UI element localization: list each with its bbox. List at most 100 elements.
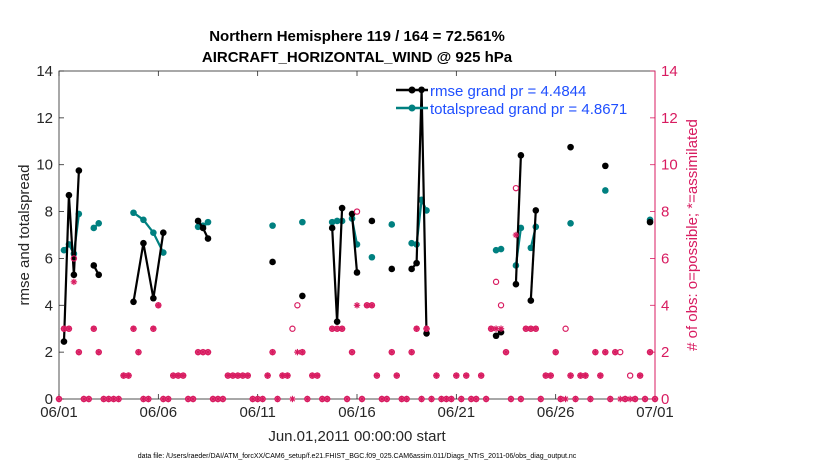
star-stroke [423,326,430,332]
star-stroke [652,396,658,402]
star-stroke [374,372,380,379]
star-stroke [319,396,325,402]
star-stroke [155,302,161,308]
star-stroke [240,372,246,379]
obs-assimilated-marker [537,395,544,403]
obs-assimilated-marker [125,372,132,379]
obs-assimilated-marker [547,372,554,379]
y-axis-right-label: # of obs: o=possible; *=assimilated [684,119,701,351]
star-stroke [245,372,251,379]
rmse-point [150,294,157,302]
totalspread-point [602,187,609,194]
rmse-point [532,207,540,214]
obs-assimilated-marker [413,325,420,332]
legend-rmse-marker [408,86,416,94]
star-stroke [498,326,504,332]
obs-possible-marker [70,255,78,262]
y-tick-label: 14 [36,63,53,80]
obs-assimilated-marker [244,372,251,379]
star-stroke [150,326,157,332]
star-stroke [135,349,142,355]
star-stroke [91,326,97,332]
x-tick-label: 07/01 [636,404,674,421]
star-stroke [185,396,191,402]
obs-assimilated-marker [259,395,266,403]
rmse-point [602,162,609,170]
totalspread-point [492,246,500,254]
plot-area [58,70,656,400]
obs-assimilated-marker [398,395,405,403]
x-tick-label: 06/26 [537,404,575,421]
y-right-tick-label: 2 [661,344,669,361]
obs-assimilated-marker [65,325,73,332]
star-stroke [597,372,604,379]
y-axis-label: rmse and totalspread [16,165,33,306]
star-stroke [56,396,62,402]
rmse-point [130,298,137,306]
star-stroke [225,372,231,379]
star-stroke [359,396,365,402]
star-stroke [329,326,335,332]
obs-assimilated-marker [497,325,505,332]
legend-rmse-label: rmse grand pr = 4.4844 [430,83,586,100]
star-stroke [384,396,390,402]
obs-assimilated-marker [532,325,539,332]
obs-possible-marker [353,208,361,215]
rmse-point [527,297,535,304]
star-stroke [463,372,469,379]
obs-assimilated-marker [512,231,520,239]
star-stroke [165,396,171,402]
obs-assimilated-marker [453,372,460,379]
rmse-point [512,280,520,288]
totalspread-line [132,211,165,254]
rmse-point [269,258,276,266]
star-stroke [413,326,420,332]
totalspread-point [388,221,396,228]
obs-assimilated-marker [592,348,599,356]
star-stroke [528,326,534,332]
star-stroke [210,396,216,402]
obs-assimilated-marker [85,395,92,403]
obs-assimilated-marker [130,325,137,332]
legend: rmse grand pr = 4.4844 totalspread grand… [396,83,627,118]
obs-assimilated-marker [145,395,152,403]
obs-assimilated-marker [423,325,430,332]
star-stroke [125,372,132,379]
obs-assimilated-marker [418,395,425,403]
obs-assimilated-marker [602,348,609,356]
star-stroke [647,349,653,355]
star-stroke [101,396,107,402]
totalspread-point [269,222,276,229]
star-stroke [344,396,350,402]
rmse-point [90,262,98,269]
rmse-point [517,152,525,159]
obs-assimilated-marker [552,348,559,356]
rmse-point [299,292,306,300]
x-tick-label: 06/16 [338,404,376,421]
y-tick-label: 0 [45,391,53,408]
obs-assimilated-marker [274,395,281,403]
star-stroke [354,302,360,308]
star-stroke [264,372,271,379]
obs-assimilated-marker [542,372,549,379]
totalspread-point [140,216,147,224]
star-stroke [557,396,564,402]
star-stroke [110,396,117,402]
rmse-point [328,224,336,232]
star-stroke [627,396,633,402]
y-tick-label: 12 [36,110,53,127]
star-stroke [448,396,455,402]
y-tick-label: 4 [45,297,53,314]
star-stroke [81,396,87,402]
rmse-point [160,229,167,236]
y-tick-label: 6 [45,250,53,267]
obs-assimilated-marker [562,395,569,403]
star-stroke [160,396,166,402]
obs-assimilated-marker [110,395,117,403]
x-axis-label: Jun.01,2011 00:00:00 start [268,428,446,445]
totalspread-point [333,217,341,225]
rmse-point [492,332,500,340]
star-stroke [334,326,340,332]
obs-assimilated-marker [284,372,291,379]
totalspread-point [368,253,376,261]
